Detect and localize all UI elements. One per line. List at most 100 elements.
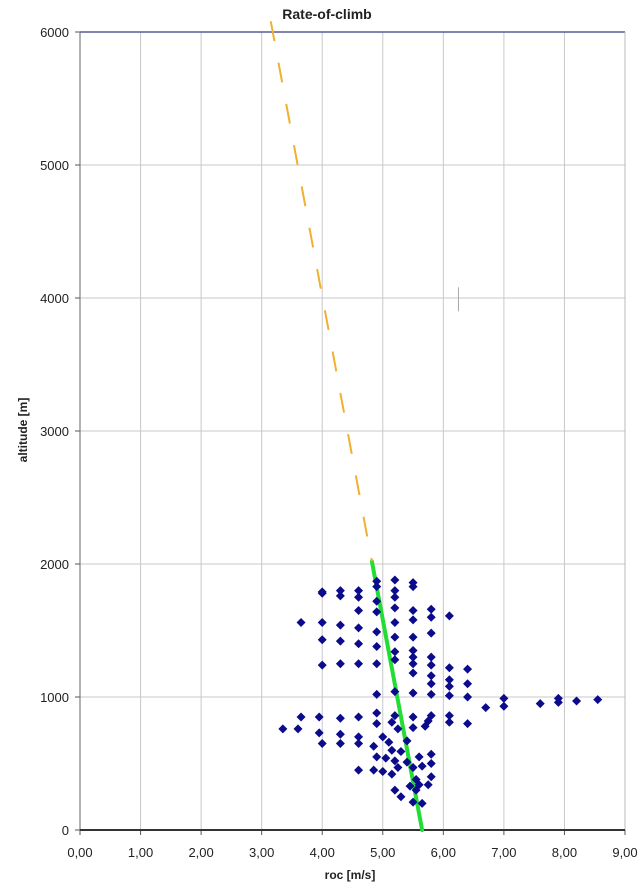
data-point bbox=[463, 679, 473, 689]
data-point bbox=[354, 586, 364, 596]
data-point bbox=[408, 645, 418, 655]
data-point bbox=[426, 652, 436, 662]
x-tick-label: 3,00 bbox=[249, 845, 274, 860]
x-tick-label: 8,00 bbox=[552, 845, 577, 860]
data-point bbox=[390, 618, 400, 628]
data-point bbox=[372, 708, 382, 718]
data-point bbox=[408, 762, 418, 772]
data-point bbox=[393, 762, 403, 772]
y-tick-labels: 0 1000 2000 3000 4000 5000 6000 bbox=[40, 25, 69, 838]
data-point bbox=[408, 615, 418, 625]
data-point bbox=[390, 575, 400, 585]
data-point bbox=[369, 741, 379, 751]
data-point bbox=[593, 695, 603, 705]
data-point bbox=[499, 701, 509, 711]
data-point bbox=[293, 724, 303, 734]
data-point bbox=[317, 635, 327, 645]
x-tick-label: 0,00 bbox=[67, 845, 92, 860]
data-point bbox=[372, 752, 382, 762]
data-point bbox=[408, 668, 418, 678]
y-tick-label: 2000 bbox=[40, 557, 69, 572]
data-point bbox=[408, 659, 418, 669]
data-point bbox=[369, 765, 379, 775]
y-tick-label: 0 bbox=[62, 823, 69, 838]
data-point bbox=[426, 679, 436, 689]
data-point bbox=[426, 612, 436, 622]
plot-frame bbox=[79, 31, 626, 831]
data-point bbox=[426, 772, 436, 782]
data-point bbox=[444, 711, 454, 721]
data-points bbox=[278, 575, 603, 808]
data-point bbox=[393, 724, 403, 734]
data-point bbox=[408, 712, 418, 722]
data-point bbox=[402, 736, 412, 746]
data-point bbox=[499, 693, 509, 703]
data-point bbox=[408, 652, 418, 662]
data-point bbox=[372, 659, 382, 669]
x-tick-label: 4,00 bbox=[310, 845, 335, 860]
data-point bbox=[553, 693, 563, 703]
data-point bbox=[463, 664, 473, 674]
data-point bbox=[463, 719, 473, 729]
data-point bbox=[335, 591, 345, 601]
data-point bbox=[390, 592, 400, 602]
data-point bbox=[354, 592, 364, 602]
data-point bbox=[426, 604, 436, 614]
x-tick-label: 2,00 bbox=[188, 845, 213, 860]
data-point bbox=[408, 578, 418, 588]
data-point bbox=[335, 739, 345, 749]
data-point bbox=[335, 636, 345, 646]
data-point bbox=[387, 769, 397, 779]
data-point bbox=[402, 757, 412, 767]
data-point bbox=[535, 699, 545, 709]
data-point bbox=[408, 688, 418, 698]
data-point bbox=[335, 620, 345, 630]
data-point bbox=[396, 792, 406, 802]
data-point bbox=[408, 797, 418, 807]
data-point bbox=[408, 723, 418, 733]
data-point bbox=[372, 641, 382, 651]
data-point bbox=[426, 711, 436, 721]
data-point bbox=[387, 745, 397, 755]
data-point bbox=[387, 717, 397, 727]
data-point bbox=[444, 663, 454, 673]
data-point bbox=[414, 752, 424, 762]
data-point bbox=[390, 603, 400, 613]
data-point bbox=[384, 737, 394, 747]
x-tick-labels: 0,00 1,00 2,00 3,00 4,00 5,00 6,00 7,00 8,00 9,00 bbox=[67, 845, 637, 860]
data-point bbox=[481, 703, 491, 713]
data-point bbox=[278, 724, 288, 734]
data-point bbox=[335, 659, 345, 669]
data-point bbox=[444, 717, 454, 727]
data-point bbox=[408, 606, 418, 616]
data-point bbox=[354, 606, 364, 616]
data-point bbox=[317, 739, 327, 749]
data-point bbox=[463, 692, 473, 702]
data-point bbox=[354, 659, 364, 669]
data-point bbox=[426, 759, 436, 768]
extrapolation-line bbox=[269, 21, 373, 562]
data-point bbox=[417, 761, 427, 771]
data-point bbox=[354, 623, 364, 633]
data-point bbox=[354, 732, 364, 742]
data-point bbox=[444, 611, 454, 621]
data-point bbox=[335, 713, 345, 723]
data-point bbox=[426, 660, 436, 670]
data-point bbox=[372, 582, 382, 592]
x-tick-label: 6,00 bbox=[431, 845, 456, 860]
data-point bbox=[296, 712, 306, 722]
data-point bbox=[390, 647, 400, 657]
data-point bbox=[390, 586, 400, 596]
y-axis-label: altitude [m] bbox=[16, 398, 30, 463]
data-point bbox=[408, 632, 418, 642]
x-tick-label: 7,00 bbox=[491, 845, 516, 860]
data-point bbox=[444, 691, 454, 701]
data-point bbox=[372, 627, 382, 637]
data-point bbox=[354, 639, 364, 649]
data-point bbox=[317, 618, 327, 628]
data-point bbox=[378, 732, 388, 742]
y-tick-label: 3000 bbox=[40, 424, 69, 439]
data-point bbox=[426, 671, 436, 681]
data-point bbox=[423, 780, 433, 790]
